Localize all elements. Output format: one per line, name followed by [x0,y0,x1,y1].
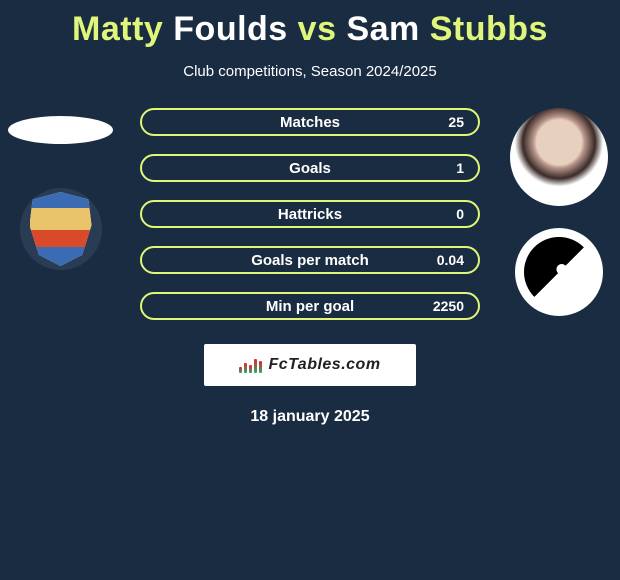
player1-placeholder-icon [8,116,113,144]
stat-right-value: 25 [448,114,464,130]
title-vs: vs [298,10,337,48]
stat-right-value: 0 [456,206,464,222]
cheltenham-badge-icon [524,237,594,307]
stat-row-goals-per-match: Goals per match 0.04 [140,246,480,274]
stat-label: Min per goal [266,298,354,315]
stat-label: Goals [289,160,331,177]
stat-label: Matches [280,114,340,131]
player2-photo-icon [510,108,608,206]
subtitle: Club competitions, Season 2024/2025 [0,63,620,80]
stat-label: Goals per match [251,252,369,269]
comparison-content: Matches 25 Goals 1 Hattricks 0 Goals per… [0,108,620,426]
club2-crest-icon [515,228,603,316]
fctables-label: FcTables.com [268,356,380,374]
stat-right-value: 2250 [433,298,464,314]
title-player2-last: Stubbs [430,10,548,48]
title-player1-first: Matty [72,10,163,48]
stats-list: Matches 25 Goals 1 Hattricks 0 Goals per… [140,108,480,320]
shield-icon [30,192,92,266]
stat-row-matches: Matches 25 [140,108,480,136]
page-title: Matty Foulds vs Sam Stubbs [0,0,620,49]
stat-right-value: 0.04 [437,252,464,268]
bars-icon [239,357,262,373]
left-column [8,108,113,270]
fctables-badge: FcTables.com [204,344,416,386]
stat-right-value: 1 [456,160,464,176]
date-text: 18 january 2025 [0,408,620,426]
title-player1-last: Foulds [173,10,287,48]
club1-crest-icon [20,188,102,270]
stat-row-hattricks: Hattricks 0 [140,200,480,228]
stat-row-min-per-goal: Min per goal 2250 [140,292,480,320]
stat-label: Hattricks [278,206,342,223]
title-player2-first: Sam [346,10,419,48]
right-column [510,108,608,316]
stat-row-goals: Goals 1 [140,154,480,182]
